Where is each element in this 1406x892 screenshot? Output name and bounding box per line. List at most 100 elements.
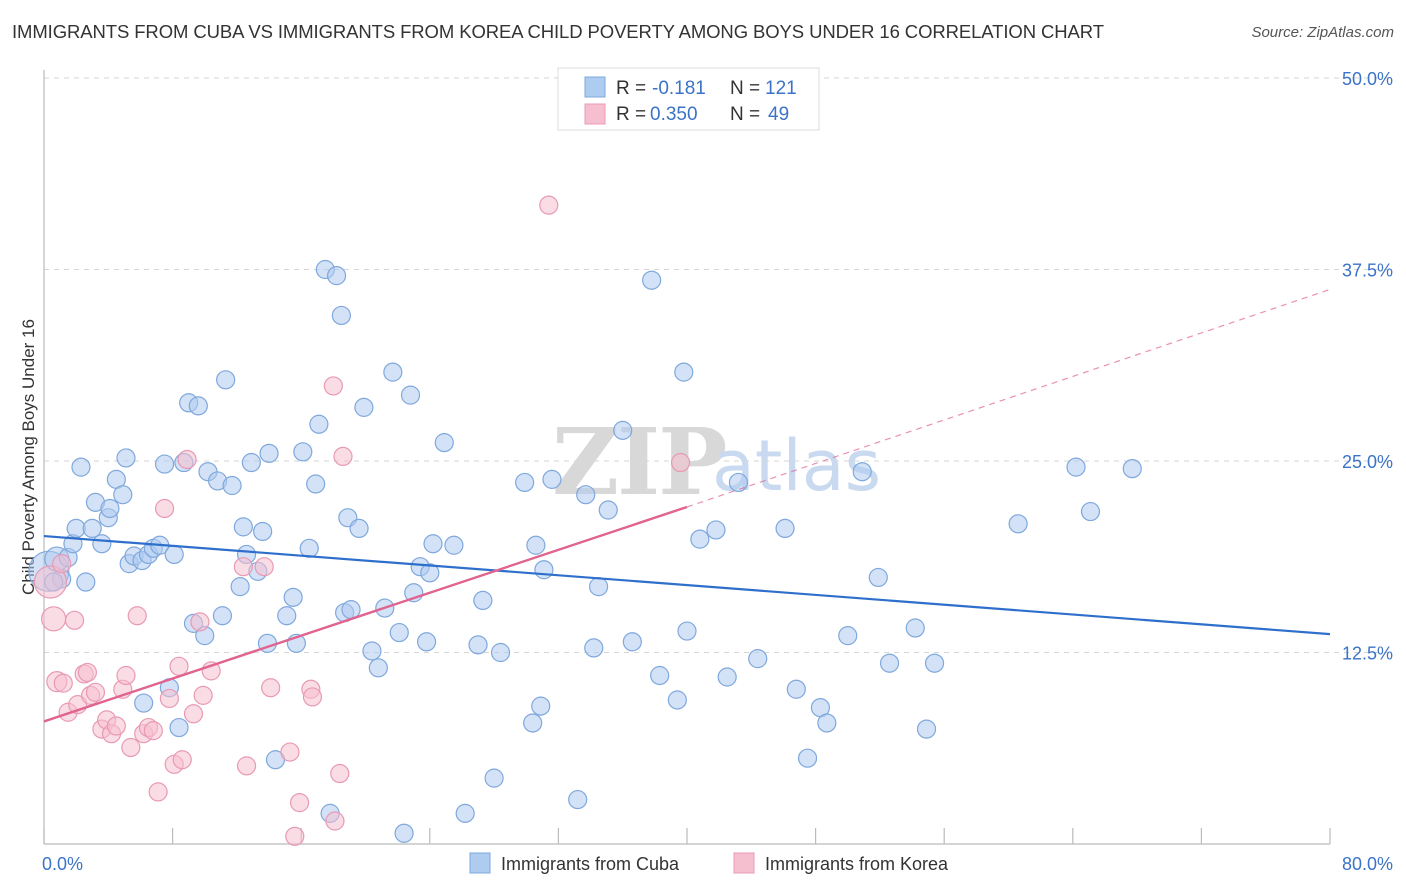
top-legend: R = -0.181 N = 121 R = 0.350 N = 49 — [557, 67, 820, 131]
cuba-point-12 — [100, 498, 120, 519]
bottom-legend-swatch-cuba — [469, 852, 491, 874]
legend-n-label-cuba: N = — [730, 78, 760, 99]
korea-point-37 — [261, 678, 281, 698]
legend-n-value-korea: 49 — [768, 104, 789, 125]
cuba-point-72 — [420, 563, 440, 583]
korea-point-0 — [33, 565, 68, 599]
korea-point-35 — [236, 756, 257, 776]
cuba-point-23 — [154, 454, 175, 474]
y-tick-label-2: 37.5% — [1342, 261, 1393, 281]
source-credit: Source: ZipAtlas.com — [1251, 24, 1394, 41]
korea-point-30 — [183, 704, 204, 724]
korea-point-27 — [169, 656, 189, 676]
cuba-point-62 — [362, 641, 382, 661]
cuba-point-42 — [253, 521, 273, 542]
legend-n-value-cuba: 121 — [765, 78, 797, 99]
cuba-point-97 — [674, 362, 694, 382]
cuba-point-52 — [309, 414, 329, 434]
cuba-point-100 — [706, 520, 726, 540]
cuba-point-56 — [331, 305, 351, 326]
korea-trend-line — [43, 505, 688, 723]
cuba-point-67 — [394, 823, 414, 843]
cuba-point-87 — [568, 789, 588, 810]
cuba-point-115 — [924, 653, 945, 673]
cuba-point-86 — [534, 560, 554, 580]
cuba-point-92 — [613, 420, 633, 440]
trend-lines — [43, 288, 1331, 723]
cuba-trend-line — [43, 534, 1331, 636]
korea-point-9 — [77, 662, 98, 683]
cuba-point-118 — [1080, 501, 1101, 522]
cuba-point-37 — [230, 577, 250, 597]
cuba-point-15 — [116, 448, 136, 468]
watermark: ZIP atlas — [552, 408, 881, 516]
cuba-point-106 — [797, 748, 818, 768]
cuba-point-75 — [444, 535, 464, 555]
cuba-point-101 — [717, 667, 737, 687]
cuba-point-35 — [216, 370, 236, 390]
korea-point-17 — [116, 665, 136, 686]
cuba-point-63 — [368, 658, 388, 678]
korea-point-24 — [154, 498, 175, 519]
cuba-point-7 — [76, 572, 96, 592]
cuba-point-19 — [134, 693, 154, 713]
cuba-point-84 — [531, 696, 551, 716]
korea-point-42 — [302, 687, 323, 707]
korea-point-32 — [193, 685, 213, 705]
cuba-point-71 — [416, 632, 437, 652]
cuba-point-105 — [786, 679, 806, 699]
cuba-point-49 — [293, 442, 313, 462]
cuba-point-119 — [1122, 459, 1142, 479]
watermark-atlas: atlas — [712, 425, 881, 507]
cuba-point-98 — [677, 621, 697, 641]
korea-point-45 — [323, 376, 343, 396]
korea-point-48 — [670, 452, 691, 473]
cuba-point-82 — [523, 713, 543, 733]
cuba-point-91 — [598, 500, 618, 520]
cuba-point-61 — [354, 397, 374, 417]
cuba-point-111 — [868, 567, 888, 588]
korea-point-22 — [143, 721, 163, 741]
legend-n-label-korea: N = — [730, 104, 760, 125]
cuba-point-76 — [455, 803, 475, 823]
korea-point-40 — [289, 793, 310, 813]
cuba-point-93 — [622, 632, 642, 652]
korea-point-15 — [106, 716, 126, 736]
cuba-point-74 — [434, 433, 454, 453]
cuba-point-50 — [299, 538, 319, 558]
cuba-point-77 — [468, 635, 488, 655]
cuba-point-96 — [667, 690, 687, 710]
bottom-legend-swatch-korea — [733, 852, 755, 874]
cuba-point-34 — [212, 606, 233, 626]
korea-point-31 — [190, 612, 210, 632]
cuba-point-112 — [879, 653, 900, 673]
cuba-point-103 — [748, 649, 768, 669]
cuba-point-60 — [349, 518, 369, 539]
cuba-point-95 — [650, 665, 670, 686]
cuba-point-81 — [515, 472, 535, 493]
cuba-point-113 — [905, 618, 925, 638]
korea-point-36 — [254, 557, 274, 577]
cuba-point-6 — [71, 457, 91, 477]
korea-point-25 — [159, 688, 179, 709]
cuba-point-5 — [66, 518, 86, 539]
cuba-point-26 — [169, 717, 189, 738]
cuba-point-94 — [642, 270, 662, 290]
x-axis-ticks — [43, 828, 1331, 844]
cuba-point-90 — [588, 577, 609, 597]
cuba-point-8 — [82, 518, 102, 539]
cuba-points — [28, 259, 1142, 843]
legend-swatch-cuba — [584, 76, 606, 98]
korea-point-11 — [85, 682, 106, 702]
cuba-point-14 — [113, 485, 133, 505]
korea-point-23 — [148, 782, 168, 802]
cuba-point-79 — [484, 768, 504, 788]
korea-point-4 — [53, 673, 73, 693]
legend-r-label-korea: R = — [616, 104, 646, 125]
cuba-point-65 — [383, 362, 403, 382]
korea-point-34 — [233, 557, 253, 577]
korea-point-6 — [64, 610, 85, 630]
bottom-legend: Immigrants from Cuba Immigrants from Kor… — [469, 852, 949, 874]
korea-point-3 — [52, 554, 72, 574]
cuba-point-47 — [283, 587, 303, 607]
